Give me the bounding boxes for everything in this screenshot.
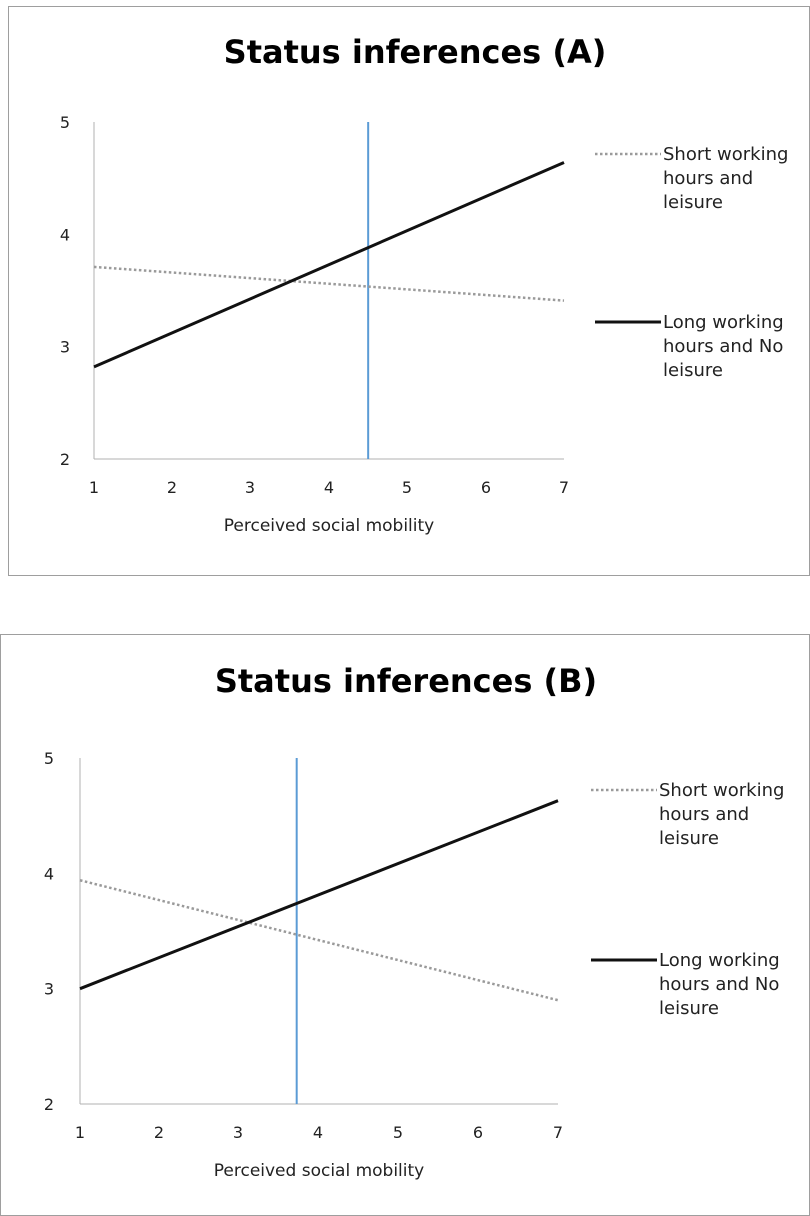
x-tick-label: 6 <box>481 478 491 497</box>
x-tick-label: 7 <box>559 478 569 497</box>
x-tick-label: 2 <box>154 1123 164 1142</box>
x-tick-label: 6 <box>473 1123 483 1142</box>
x-tick-label: 4 <box>324 478 334 497</box>
x-tick-label: 5 <box>393 1123 403 1142</box>
x-tick-label: 3 <box>245 478 255 497</box>
x-tick-label: 1 <box>89 478 99 497</box>
legend-entry: Short working hours and leisure <box>663 144 788 213</box>
x-tick-label: 1 <box>75 1123 85 1142</box>
x-tick-label: 3 <box>233 1123 243 1142</box>
x-axis-label: Perceived social mobility <box>214 1161 424 1181</box>
y-tick-label: 4 <box>44 864 54 883</box>
y-tick-label: 5 <box>60 113 70 132</box>
y-tick-label: 3 <box>44 980 54 999</box>
chart-b-svg: Status inferences (B) 2 3 4 5 1 2 3 4 5 6 7 Perceive… <box>44 662 785 1181</box>
legend-entry: Long working hours and No leisure <box>663 312 784 381</box>
x-tick-label: 2 <box>167 478 177 497</box>
y-tick-label: 4 <box>60 225 70 244</box>
x-tick-label: 4 <box>313 1123 323 1142</box>
series-line-long-hours <box>79 799 559 991</box>
x-tick-label: 7 <box>553 1123 563 1142</box>
series-line-long-hours <box>93 161 565 369</box>
legend-entry: Short working hours and leisure <box>659 780 784 849</box>
x-tick-label: 5 <box>402 478 412 497</box>
y-tick-label: 5 <box>44 749 54 768</box>
y-tick-label: 2 <box>60 450 70 469</box>
chart-title: Status inferences (A) <box>224 33 607 71</box>
x-axis-label: Perceived social mobility <box>224 516 434 536</box>
y-tick-label: 2 <box>44 1095 54 1114</box>
chart-panel-b: Status inferences (B) 2 3 4 5 1 2 3 4 5 6 7 Perceive… <box>0 634 810 1216</box>
series-line-short-hours <box>79 879 559 1002</box>
legend-entry: Long working hours and No leisure <box>659 950 780 1019</box>
series-line-short-hours <box>93 265 565 302</box>
chart-panel-a: Status inferences (A) 2 3 4 5 1 2 3 4 5 6 7 Perceive… <box>8 6 810 576</box>
chart-title: Status inferences (B) <box>215 662 597 700</box>
y-tick-label: 3 <box>60 338 70 357</box>
